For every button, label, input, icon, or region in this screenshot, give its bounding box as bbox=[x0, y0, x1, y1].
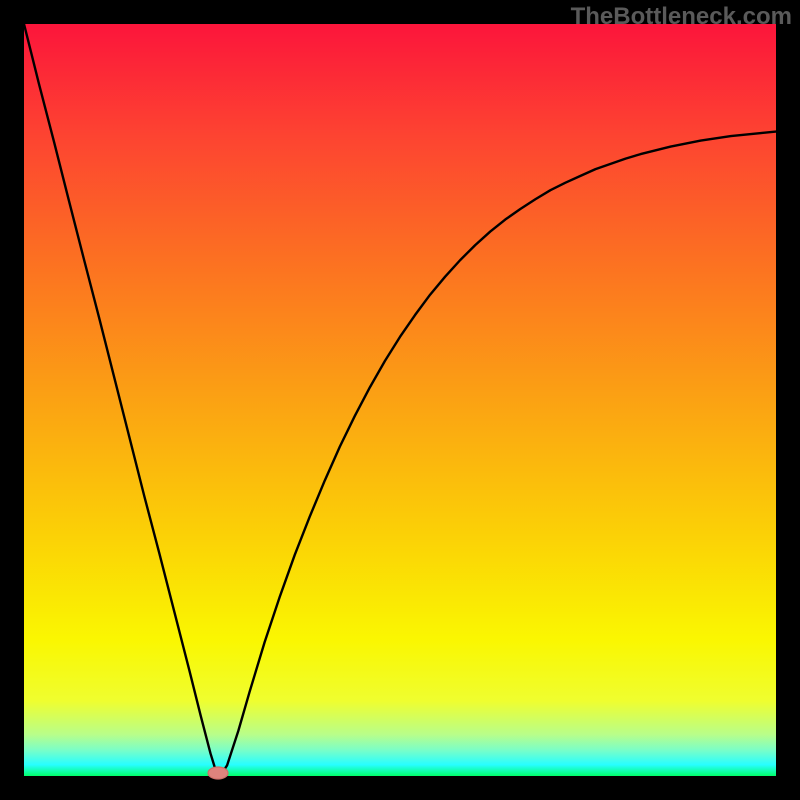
chart-stage: TheBottleneck.com bbox=[0, 0, 800, 800]
plot-background bbox=[24, 24, 776, 776]
chart-svg bbox=[0, 0, 800, 800]
optimal-point-marker bbox=[208, 767, 228, 779]
